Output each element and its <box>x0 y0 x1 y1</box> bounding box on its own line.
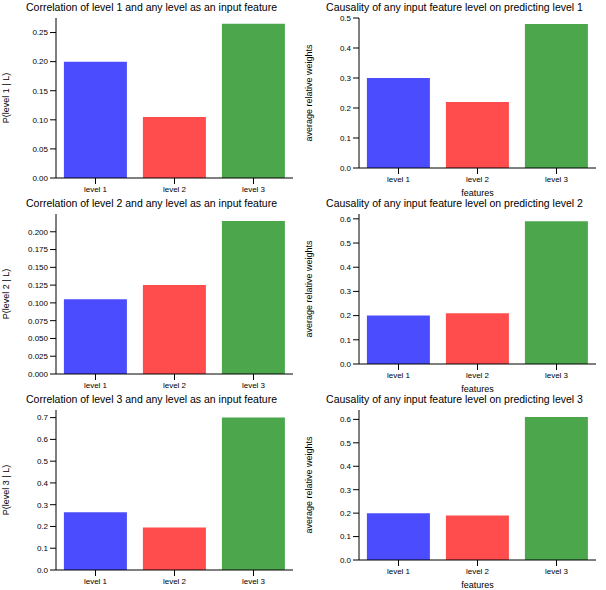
svg-text:0.00: 0.00 <box>32 174 48 183</box>
svg-text:average relative weights: average relative weights <box>304 436 314 534</box>
svg-text:0.15: 0.15 <box>32 87 48 96</box>
svg-text:0.2: 0.2 <box>340 311 352 320</box>
svg-text:level 3: level 3 <box>545 371 569 380</box>
svg-text:0.050: 0.050 <box>28 334 49 343</box>
svg-text:features: features <box>461 580 494 588</box>
svg-text:0.6: 0.6 <box>340 215 352 224</box>
svg-text:0.0: 0.0 <box>37 566 49 575</box>
svg-text:0.150: 0.150 <box>28 263 49 272</box>
svg-text:0.5: 0.5 <box>340 439 352 448</box>
svg-text:level 2: level 2 <box>466 371 490 380</box>
svg-text:0.125: 0.125 <box>28 281 49 290</box>
svg-text:average relative weights: average relative weights <box>304 44 314 142</box>
svg-text:0.0: 0.0 <box>340 360 352 369</box>
svg-text:0.10: 0.10 <box>32 116 48 125</box>
svg-text:0.2: 0.2 <box>340 104 352 113</box>
html-text:Causality of any input feature: Causality of any input feature level on … <box>326 1 583 13</box>
svg-text:0.3: 0.3 <box>37 501 49 510</box>
html-text:Causality of any input feature: Causality of any input feature level on … <box>326 393 583 405</box>
svg-text:level 1: level 1 <box>84 185 108 194</box>
svg-text:0.2: 0.2 <box>340 509 352 518</box>
svg-text:0.5: 0.5 <box>340 239 352 248</box>
svg-text:0.4: 0.4 <box>340 44 352 53</box>
svg-text:0.1: 0.1 <box>340 134 352 143</box>
svg-text:level 3: level 3 <box>545 175 569 184</box>
svg-text:features: features <box>461 188 494 196</box>
svg-text:0.075: 0.075 <box>28 317 49 326</box>
svg-text:0.7: 0.7 <box>37 413 49 422</box>
svg-text:features: features <box>461 384 494 392</box>
html-text:Correlation of level 2 and any: Correlation of level 2 and any level as … <box>26 197 277 209</box>
svg-text:level 1: level 1 <box>387 175 411 184</box>
svg-text:0.1: 0.1 <box>340 532 352 541</box>
svg-text:P(level 1 | L): P(level 1 | L) <box>8 73 11 123</box>
svg-text:0.5: 0.5 <box>37 457 49 466</box>
svg-text:0.20: 0.20 <box>32 57 48 66</box>
svg-text:0.5: 0.5 <box>340 14 352 23</box>
svg-text:level 3: level 3 <box>242 185 266 194</box>
svg-text:level 3: level 3 <box>242 381 266 390</box>
svg-text:0.000: 0.000 <box>28 370 49 379</box>
svg-text:0.3: 0.3 <box>340 287 352 296</box>
html-text:Correlation of level 3 and any: Correlation of level 3 and any level as … <box>26 393 277 405</box>
svg-text:level 2: level 2 <box>466 175 490 184</box>
svg-text:0.6: 0.6 <box>37 435 49 444</box>
svg-text:0.0: 0.0 <box>340 164 352 173</box>
html-text:Causality of any input feature: Causality of any input feature level on … <box>326 197 583 209</box>
svg-text:level 1: level 1 <box>84 577 108 586</box>
html-text:Correlation of level 1 and any: Correlation of level 1 and any level as … <box>26 1 277 13</box>
svg-text:0.025: 0.025 <box>28 352 49 361</box>
svg-text:P(level 3 | L): P(level 3 | L) <box>8 465 11 515</box>
svg-text:0.175: 0.175 <box>28 245 49 254</box>
svg-text:level 2: level 2 <box>163 381 187 390</box>
svg-text:level 1: level 1 <box>387 371 411 380</box>
svg-text:0.25: 0.25 <box>32 28 48 37</box>
svg-text:level 3: level 3 <box>545 567 569 576</box>
svg-text:0.05: 0.05 <box>32 145 48 154</box>
svg-text:level 2: level 2 <box>163 577 187 586</box>
svg-text:0.4: 0.4 <box>340 263 352 272</box>
svg-text:level 2: level 2 <box>466 567 490 576</box>
svg-text:0.3: 0.3 <box>340 74 352 83</box>
svg-text:0.1: 0.1 <box>37 544 49 553</box>
svg-text:0.4: 0.4 <box>340 462 352 471</box>
svg-text:0.200: 0.200 <box>28 228 49 237</box>
svg-text:0.1: 0.1 <box>340 336 352 345</box>
svg-text:0.4: 0.4 <box>37 479 49 488</box>
svg-text:average relative weights: average relative weights <box>304 240 314 338</box>
svg-text:level 2: level 2 <box>163 185 187 194</box>
svg-text:0.0: 0.0 <box>340 556 352 565</box>
svg-text:level 1: level 1 <box>387 567 411 576</box>
svg-text:0.100: 0.100 <box>28 299 49 308</box>
svg-text:level 3: level 3 <box>242 577 266 586</box>
svg-text:0.3: 0.3 <box>340 486 352 495</box>
svg-text:0.2: 0.2 <box>37 522 49 531</box>
svg-text:0.6: 0.6 <box>340 415 352 424</box>
svg-text:P(level 2 | L): P(level 2 | L) <box>8 269 11 319</box>
svg-text:level 1: level 1 <box>84 381 108 390</box>
